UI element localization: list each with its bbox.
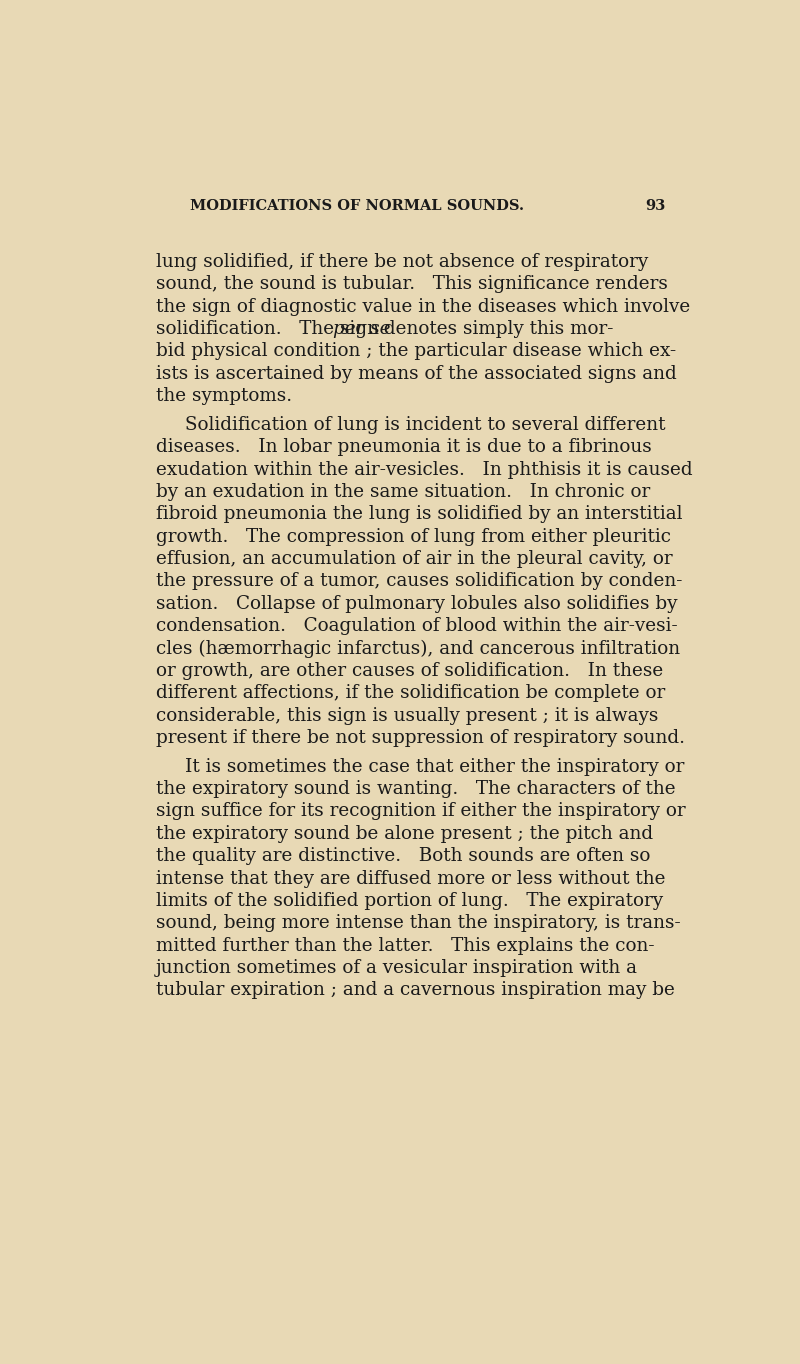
Text: exudation within the air-vesicles.   In phthisis it is caused: exudation within the air-vesicles. In ph… [156, 461, 693, 479]
Text: the sign of diagnostic value in the diseases which involve: the sign of diagnostic value in the dise… [156, 297, 690, 315]
Text: condensation.   Coagulation of blood within the air-vesi-: condensation. Coagulation of blood withi… [156, 617, 678, 636]
Text: ists is ascertained by means of the associated signs and: ists is ascertained by means of the asso… [156, 364, 677, 383]
Text: MODIFICATIONS OF NORMAL SOUNDS.: MODIFICATIONS OF NORMAL SOUNDS. [190, 199, 524, 213]
Text: the expiratory sound be alone present ; the pitch and: the expiratory sound be alone present ; … [156, 825, 653, 843]
Text: solidification.   The sign: solidification. The sign [156, 321, 385, 338]
Text: limits of the solidified portion of lung.   The expiratory: limits of the solidified portion of lung… [156, 892, 663, 910]
Text: considerable, this sign is usually present ; it is always: considerable, this sign is usually prese… [156, 707, 658, 724]
Text: sation.   Collapse of pulmonary lobules also solidifies by: sation. Collapse of pulmonary lobules al… [156, 595, 678, 612]
Text: It is sometimes the case that either the inspiratory or: It is sometimes the case that either the… [185, 758, 684, 776]
Text: mitted further than the latter.   This explains the con-: mitted further than the latter. This exp… [156, 937, 654, 955]
Text: present if there be not suppression of respiratory sound.: present if there be not suppression of r… [156, 728, 685, 747]
Text: sign suffice for its recognition if either the inspiratory or: sign suffice for its recognition if eith… [156, 802, 686, 821]
Text: effusion, an accumulation of air in the pleural cavity, or: effusion, an accumulation of air in the … [156, 550, 673, 567]
Text: denotes simply this mor-: denotes simply this mor- [378, 321, 613, 338]
Text: junction sometimes of a vesicular inspiration with a: junction sometimes of a vesicular inspir… [156, 959, 638, 977]
Text: bid physical condition ; the particular disease which ex-: bid physical condition ; the particular … [156, 342, 676, 360]
Text: cles (hæmorrhagic infarctus), and cancerous infiltration: cles (hæmorrhagic infarctus), and cancer… [156, 640, 680, 657]
Text: Solidification of lung is incident to several different: Solidification of lung is incident to se… [185, 416, 666, 434]
Text: sound, the sound is tubular.   This significance renders: sound, the sound is tubular. This signif… [156, 276, 668, 293]
Text: or growth, are other causes of solidification.   In these: or growth, are other causes of solidific… [156, 662, 663, 679]
Text: tubular expiration ; and a cavernous inspiration may be: tubular expiration ; and a cavernous ins… [156, 982, 674, 1000]
Text: lung solidified, if there be not absence of respiratory: lung solidified, if there be not absence… [156, 252, 648, 271]
Text: by an exudation in the same situation.   In chronic or: by an exudation in the same situation. I… [156, 483, 650, 501]
Text: the symptoms.: the symptoms. [156, 387, 292, 405]
Text: the quality are distinctive.   Both sounds are often so: the quality are distinctive. Both sounds… [156, 847, 650, 865]
Text: intense that they are diffused more or less without the: intense that they are diffused more or l… [156, 870, 666, 888]
Text: the pressure of a tumor, causes solidification by conden-: the pressure of a tumor, causes solidifi… [156, 573, 682, 591]
Text: sound, being more intense than the inspiratory, is trans-: sound, being more intense than the inspi… [156, 914, 681, 933]
Text: fibroid pneumonia the lung is solidified by an interstitial: fibroid pneumonia the lung is solidified… [156, 505, 682, 524]
Text: growth.   The compression of lung from either pleuritic: growth. The compression of lung from eit… [156, 528, 670, 546]
Text: the expiratory sound is wanting.   The characters of the: the expiratory sound is wanting. The cha… [156, 780, 675, 798]
Text: different affections, if the solidification be complete or: different affections, if the solidificat… [156, 685, 665, 702]
Text: diseases.   In lobar pneumonia it is due to a fibrinous: diseases. In lobar pneumonia it is due t… [156, 438, 651, 456]
Text: per se: per se [333, 321, 390, 338]
Text: 93: 93 [645, 199, 665, 213]
